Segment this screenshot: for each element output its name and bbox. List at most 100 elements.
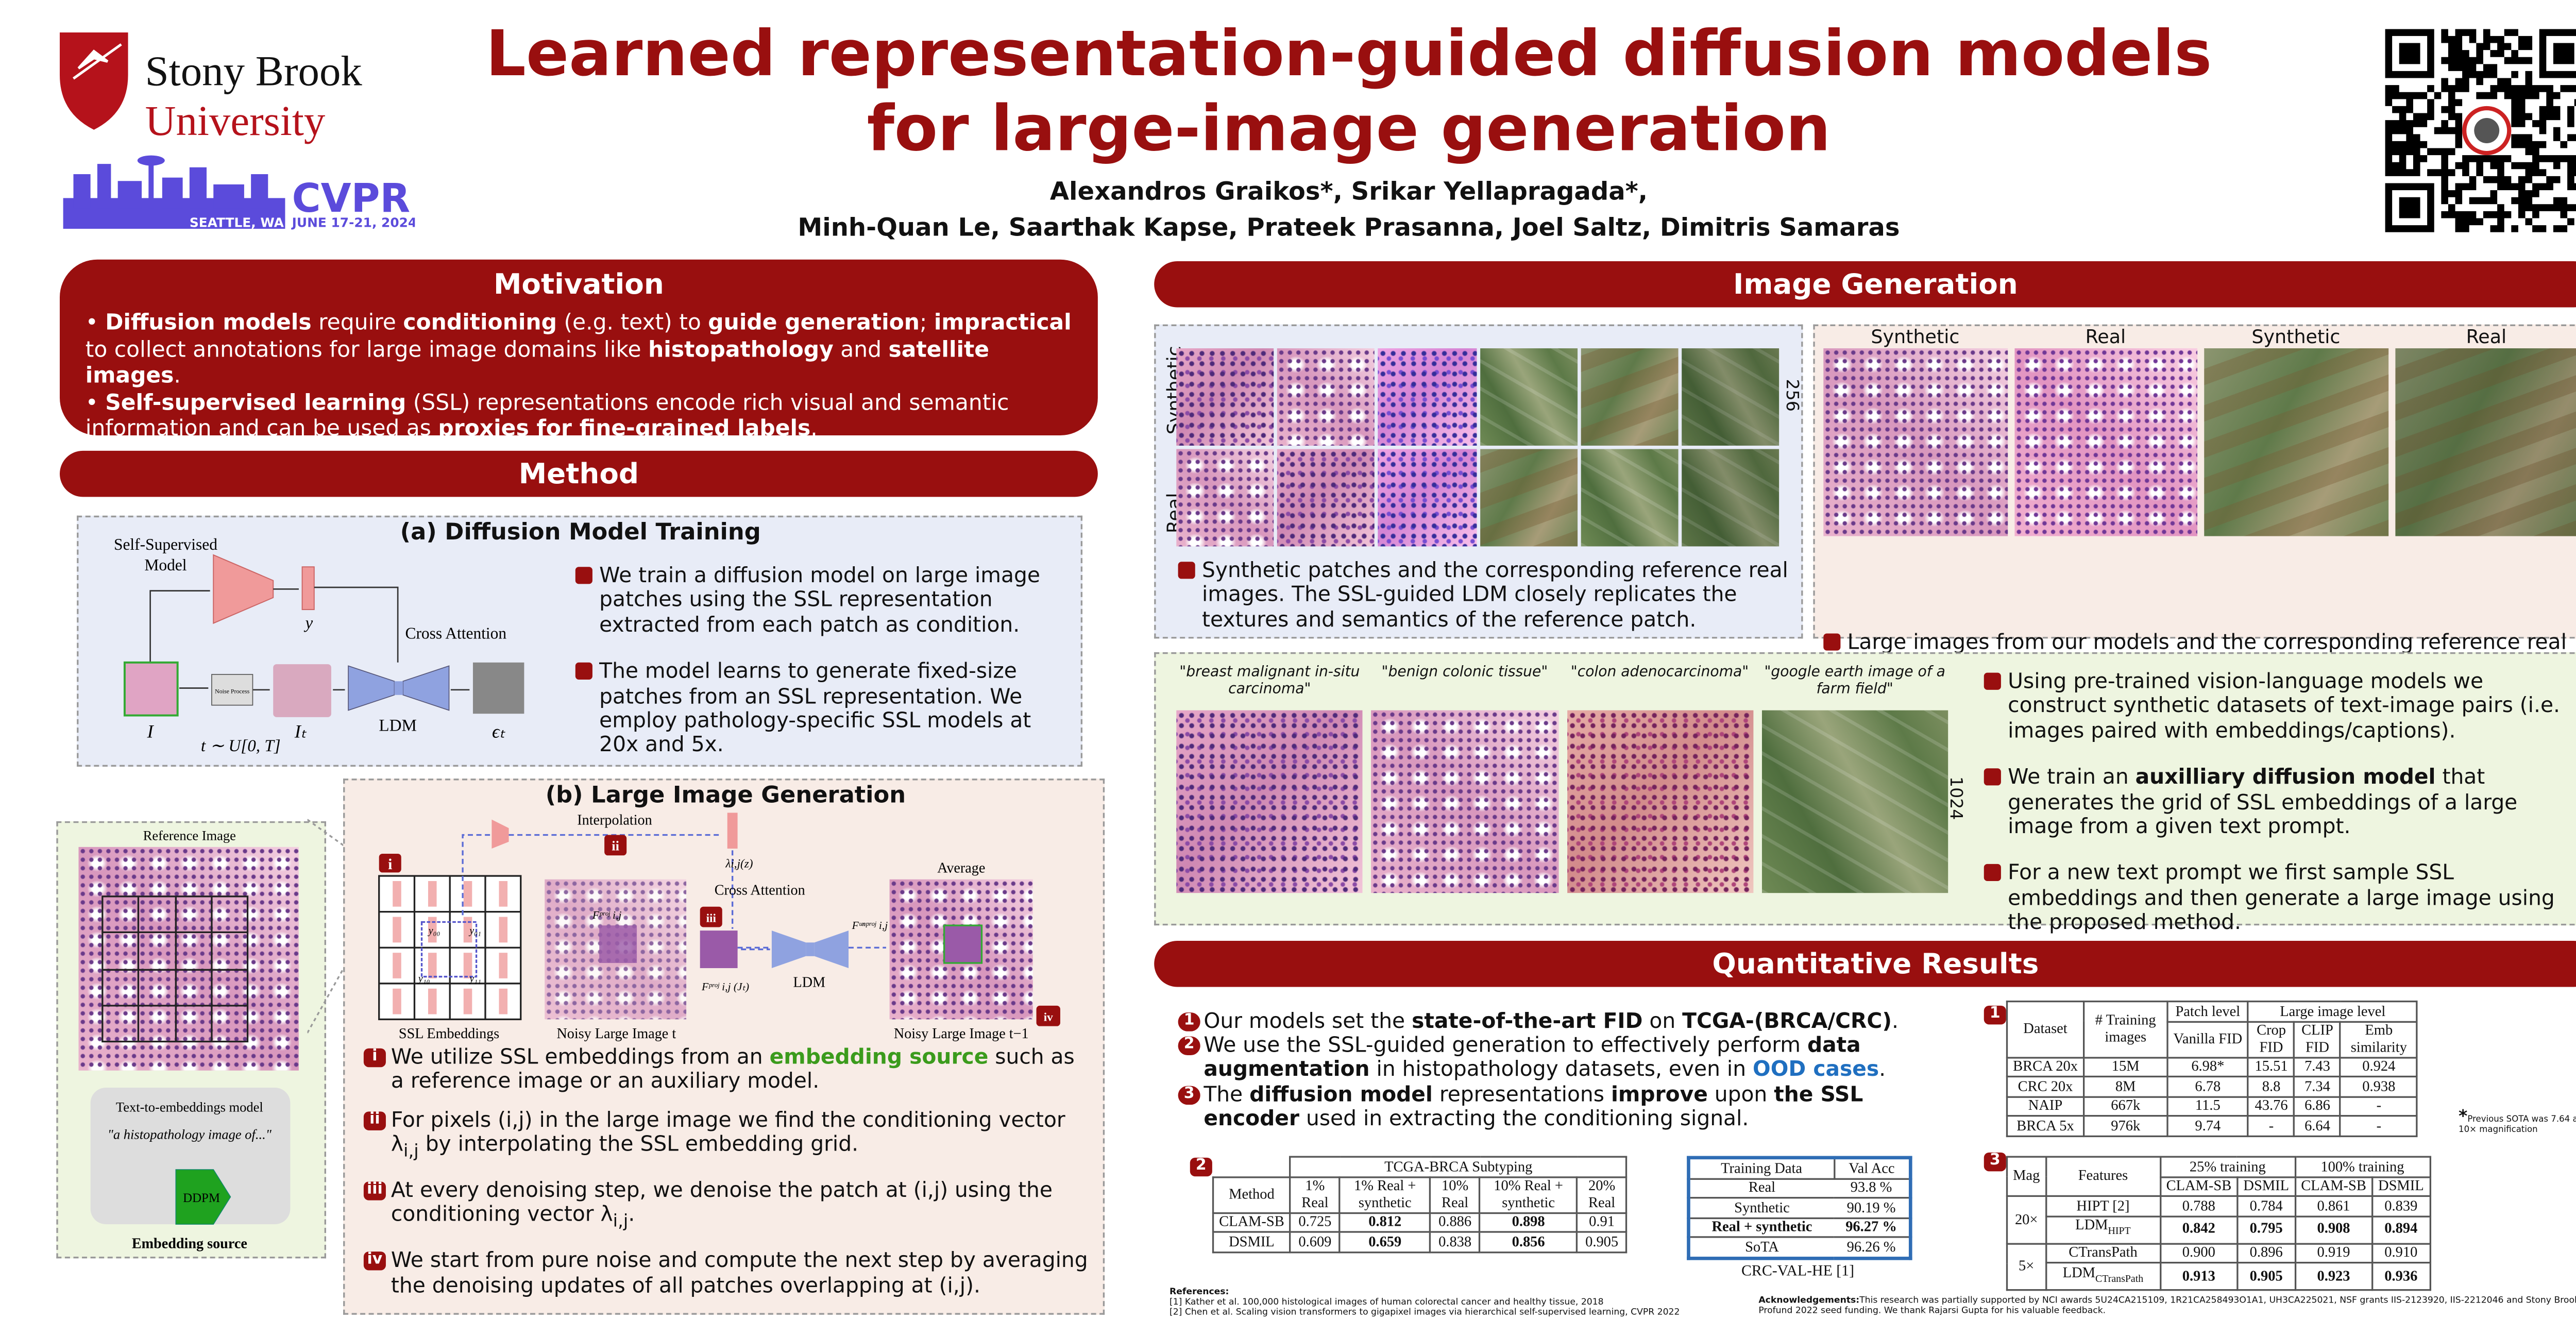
patch (1681, 449, 1780, 547)
note-mark: * (2459, 1108, 2468, 1127)
header-cell: 10% Real (1429, 1175, 1481, 1213)
label: Cross Attention (405, 624, 506, 642)
label: LDM (793, 974, 826, 990)
text-segment: in histopathology datasets, even in (1369, 1057, 1753, 1082)
text-segment: We use the SSL-guided generation to effe… (1204, 1033, 1807, 1057)
marker: ii (612, 838, 619, 853)
cell: NAIP (2006, 1095, 2085, 1117)
cell: 6.98* (2166, 1056, 2249, 1078)
marker: iii (706, 912, 717, 925)
cell: 0.900 (2159, 1242, 2239, 1264)
cell: 0.838 (1429, 1231, 1481, 1253)
marker: 1 (1984, 1005, 2006, 1025)
header-cell: DSMIL (2236, 1175, 2296, 1197)
ack-title: Acknowledgements: (1758, 1296, 1860, 1307)
ddpm-shape (175, 1169, 231, 1225)
header-cell: # Training images (2082, 1000, 2168, 1058)
cell: 43.76 (2247, 1095, 2295, 1117)
bullet-text: We train an auxilliary diffusion model t… (2008, 765, 2517, 838)
cell: LDMCTransPath (2045, 1262, 2161, 1292)
text-segment: For a new text prompt we first sample SS… (2008, 861, 2555, 935)
patch (1580, 449, 1679, 547)
label: Embedding source (132, 1236, 247, 1252)
conf-date: JUNE 17-21, 2024 (291, 215, 415, 230)
section-title: Method (59, 450, 1098, 497)
marker: 2 (1178, 1037, 1200, 1056)
marker: i (363, 1048, 386, 1068)
text-segment: the SSL encoder (1204, 1081, 1863, 1130)
text-segment: TCGA-(BRCA/CRC) (1682, 1009, 1892, 1033)
acknowledgements: Acknowledgements:This research was parti… (1758, 1296, 2576, 1317)
bullet-text: Using pre-trained vision-language models… (2008, 669, 2560, 742)
label: Noise Process (215, 687, 250, 695)
cell: CLAM-SB (1212, 1211, 1292, 1233)
label: "a histopathology image of..." (108, 1126, 272, 1142)
bullet-text: We utilize SSL embeddings from an embedd… (391, 1045, 1075, 1093)
cell: 0.795 (2236, 1214, 2296, 1244)
label: Text-to-embeddings model (116, 1099, 263, 1114)
cell: 0.938 (2340, 1075, 2418, 1097)
cell: 15M (2082, 1056, 2168, 1078)
label: DDPM (183, 1191, 220, 1205)
large-image (2204, 348, 2388, 536)
cell: 976k (2082, 1115, 2168, 1137)
cell: 0.898 (1479, 1211, 1578, 1233)
patch (1277, 449, 1375, 547)
bullet-text: The model learns to generate fixed-size … (599, 659, 1031, 757)
bullet-text: We start from pure noise and compute the… (391, 1249, 1088, 1297)
bullet: ii For pixels (i,j) in the large image we… (363, 1108, 1089, 1164)
result-items: 1 Our models set the state-of-the-art FID… (1178, 1009, 1963, 1130)
references: References: [1] Kather et al. 100,000 hi… (1170, 1288, 1733, 1319)
item-text: Our models set the state-of-the-art FID … (1204, 1009, 1899, 1033)
large-image (2013, 348, 2198, 536)
label: SSL Embeddings (399, 1026, 499, 1042)
generated-image (1761, 710, 1948, 893)
cell: 0.905 (1576, 1231, 1628, 1253)
prompt: "colon adenocarcinoma" (1570, 664, 1749, 682)
cell: 0.788 (2159, 1195, 2239, 1217)
ack-text: This research was partially supported by… (1758, 1296, 2576, 1317)
item-text: We use the SSL-guided generation to effe… (1204, 1034, 1886, 1081)
header-cell: 100% training (2294, 1156, 2431, 1177)
skyline (63, 155, 285, 229)
cell: SoTA (1688, 1236, 1834, 1259)
cell: 6.64 (2293, 1115, 2342, 1137)
encoder (213, 554, 274, 624)
grid-bar (463, 917, 472, 943)
bullet: The model learns to generate fixed-size … (575, 660, 1071, 758)
header-cell: Emb similarity (2340, 1020, 2418, 1058)
feature: LDM (2062, 1263, 2096, 1280)
cell: DSMIL (1212, 1231, 1292, 1253)
text-segment: . (1891, 1009, 1899, 1033)
bullet-text: At every denoising step, we denoise the … (391, 1178, 1053, 1233)
patch (1479, 449, 1577, 547)
cell: 7.34 (2293, 1075, 2342, 1097)
ldm-bottleneck (394, 681, 403, 695)
label: Fᵘⁿᵖʳᵒʲ i,j (852, 919, 888, 932)
cell: 0.839 (2371, 1195, 2431, 1217)
header-cell: TCGA-BRCA Subtyping (1289, 1156, 1628, 1177)
header-cell: CLAM-SB (2159, 1175, 2239, 1197)
cell: 0.861 (2294, 1195, 2374, 1217)
grid-bar (393, 917, 401, 943)
generated-image (1176, 710, 1363, 893)
label: Fᵖʳᵒʲ i,j (Jₜ) (701, 980, 749, 993)
logos: Stony Brook University CVPR SEATTLE, WA … (59, 32, 415, 230)
grid-bar (393, 881, 401, 907)
table-row: CLAM-SB 0.725 0.812 0.886 0.898 0.91 (1212, 1211, 1628, 1233)
cell: 96.27 % (1834, 1216, 1911, 1238)
header-cell: 1% Real + synthetic (1338, 1175, 1431, 1213)
header-cell: 25% training (2159, 1156, 2296, 1177)
column-label: Synthetic (1871, 326, 1960, 349)
motivation-box: Motivation Diffusion models require cond… (59, 259, 1098, 442)
cell: 96.26 % (1834, 1236, 1911, 1259)
cell: 0.923 (2294, 1262, 2374, 1292)
result-item: 3 The diffusion model representations imp… (1178, 1082, 1963, 1130)
arrows (149, 586, 470, 691)
cell: 0.609 (1289, 1231, 1341, 1253)
feature-sub: HIPT (2108, 1227, 2131, 1238)
text-segment: i,j (613, 1212, 629, 1233)
patch-grid (1176, 348, 1780, 547)
label: Cross Attention (715, 882, 805, 898)
text-segment: that generates the grid of SSL embedding… (2008, 765, 2518, 839)
